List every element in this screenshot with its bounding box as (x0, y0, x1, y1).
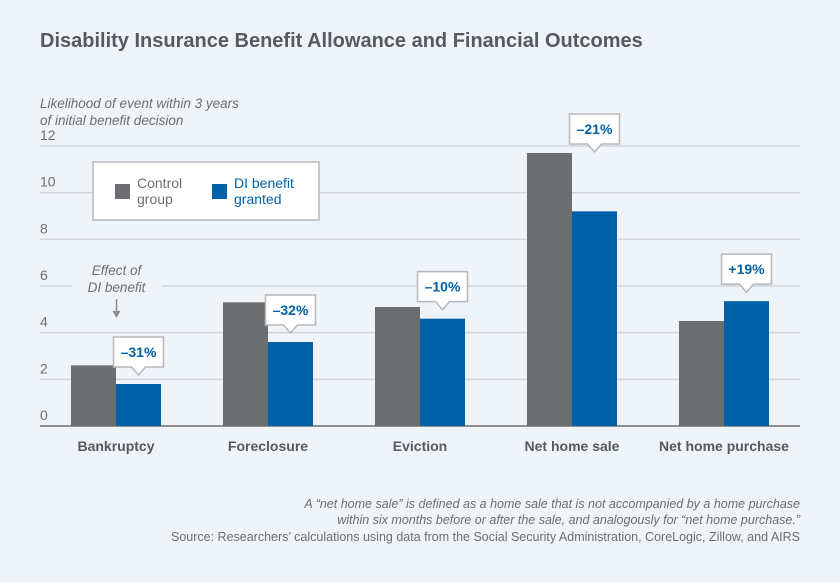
legend-label: Control group (137, 175, 182, 207)
chart-title: Disability Insurance Benefit Allowance a… (40, 30, 643, 52)
y-tick-label: 2 (40, 360, 48, 376)
y-tick-label: 0 (40, 407, 48, 423)
effect-label: +19% (728, 261, 765, 277)
effect-callout (112, 336, 165, 377)
y-axis-label-line: Likelihood of event within 3 years (40, 96, 239, 111)
legend-swatch (115, 184, 130, 199)
legend-swatch (212, 184, 227, 199)
source-note: Source: Researchers’ calculations using … (170, 530, 800, 544)
y-axis-label: Likelihood of event within 3 years of in… (40, 95, 340, 129)
y-tick-label: 10 (40, 174, 56, 190)
x-tick-label: Foreclosure (228, 438, 308, 454)
bar-control (375, 307, 420, 426)
y-tick-label: 4 (40, 314, 48, 330)
x-tick-label: Net home purchase (659, 438, 789, 454)
bar-di-granted (724, 301, 769, 426)
effect-label: –21% (577, 121, 613, 137)
effect-callout (416, 270, 469, 311)
x-tick-label: Net home sale (525, 438, 620, 454)
y-axis-label-line: of initial benefit decision (40, 113, 184, 128)
y-tick-label: 8 (40, 220, 48, 236)
annotation-text: DI benefit (88, 280, 147, 295)
effect-label: –10% (425, 279, 461, 295)
effect-label: –32% (273, 302, 309, 318)
y-tick-label: 12 (40, 127, 56, 143)
annotation-background (71, 258, 162, 294)
bar-di-granted (572, 211, 617, 426)
bar-control (527, 153, 572, 426)
effect-callout (720, 253, 773, 294)
bar-di-granted (116, 384, 161, 426)
effect-callout (264, 294, 317, 335)
bar-control (679, 321, 724, 426)
bar-control (223, 302, 268, 426)
x-tick-label: Eviction (393, 438, 447, 454)
bar-di-granted (268, 342, 313, 426)
bar-control (71, 365, 116, 426)
legend (92, 161, 320, 221)
y-tick-label: 6 (40, 267, 48, 283)
annotation-text: Effect of (92, 263, 143, 278)
effect-label: –31% (121, 344, 157, 360)
legend-label: DI benefit granted (234, 175, 294, 207)
arrow-head-icon (112, 311, 121, 318)
effect-callout (568, 113, 621, 154)
x-tick-label: Bankruptcy (77, 438, 154, 454)
footnote-line-1: A “net home sale” is defined as a home s… (304, 497, 800, 511)
bar-di-granted (420, 318, 465, 426)
footnote-line-2: within six months before or after the sa… (337, 513, 800, 527)
